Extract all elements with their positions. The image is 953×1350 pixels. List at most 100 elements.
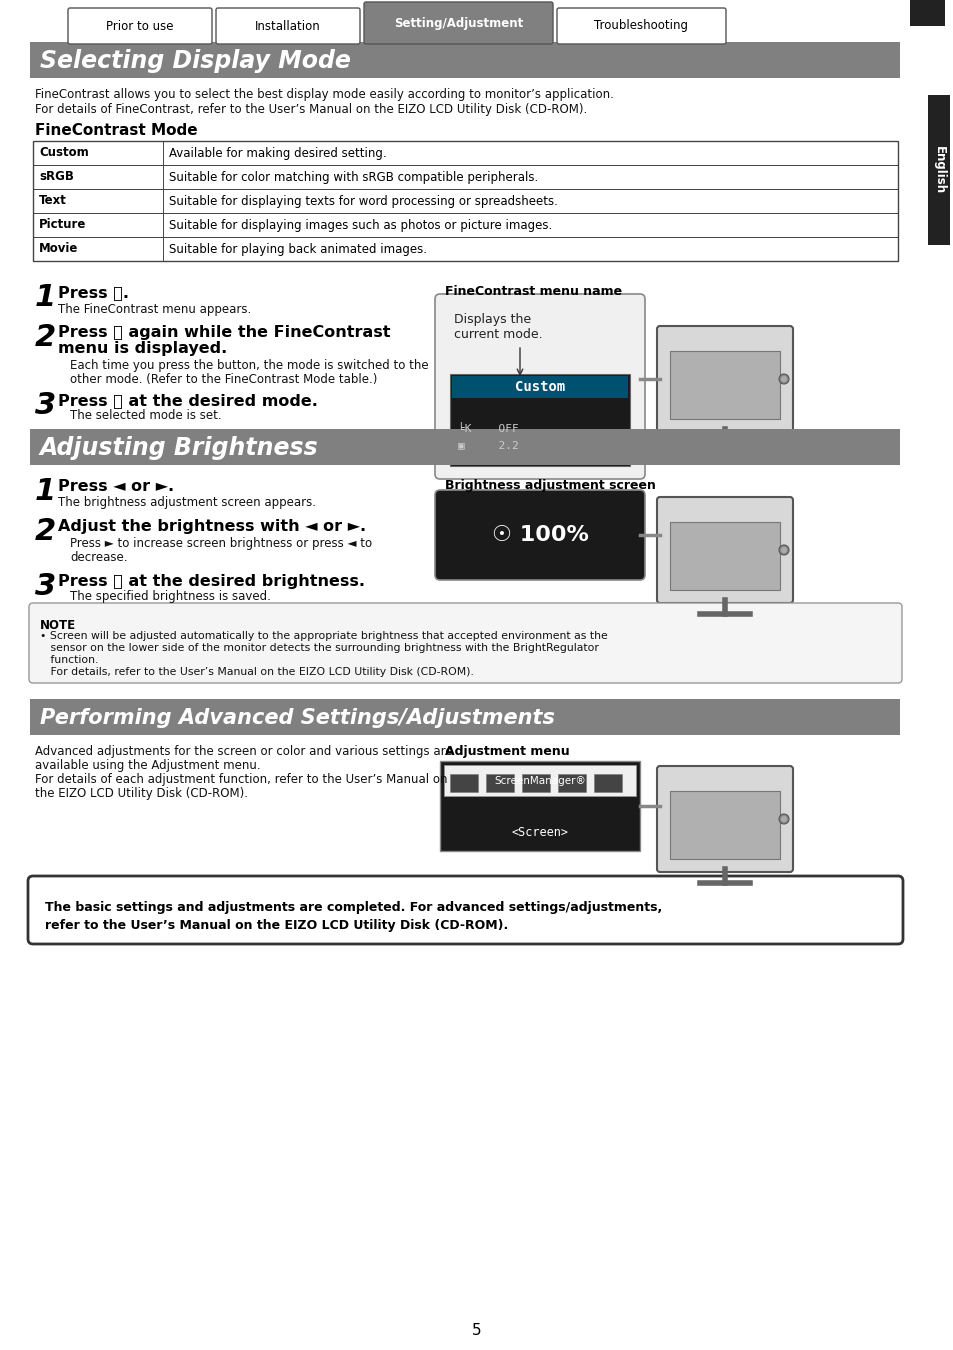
Text: Advanced adjustments for the screen or color and various settings are: Advanced adjustments for the screen or c… [35,745,452,757]
Text: current mode.: current mode. [454,328,542,342]
Text: Text: Text [39,194,67,208]
Text: The selected mode is set.: The selected mode is set. [70,409,221,423]
Text: sRGB: sRGB [39,170,73,184]
Text: Troubleshooting: Troubleshooting [594,19,688,32]
Text: Installation: Installation [254,19,320,32]
Bar [669,351,780,418]
Text: Picture: Picture [39,219,87,231]
Text: The brightness adjustment screen appears.: The brightness adjustment screen appears… [58,495,315,509]
Text: Available for making desired setting.: Available for making desired setting. [169,147,386,159]
Text: For details, refer to the User’s Manual on the EIZO LCD Utility Disk (CD-ROM).: For details, refer to the User’s Manual … [40,667,474,676]
Text: Adjust the brightness with ◄ or ►.: Adjust the brightness with ◄ or ►. [58,518,366,535]
FancyBboxPatch shape [364,1,553,45]
Text: Suitable for displaying images such as photos or picture images.: Suitable for displaying images such as p… [169,219,552,231]
Bar [669,791,780,859]
Circle shape [781,547,786,553]
Bar [485,774,514,792]
Text: The basic settings and adjustments are completed. For advanced settings/adjustme: The basic settings and adjustments are c… [45,900,661,914]
Bar [439,761,639,850]
FancyBboxPatch shape [657,765,792,872]
Bar [521,774,550,792]
Text: ☉ 100%: ☉ 100% [491,525,588,545]
FancyBboxPatch shape [435,294,644,479]
Circle shape [779,374,788,383]
Text: Setting/Adjustment: Setting/Adjustment [394,16,522,30]
FancyBboxPatch shape [657,497,792,603]
FancyBboxPatch shape [435,490,644,580]
Text: 1: 1 [35,284,56,312]
Bar [558,774,585,792]
Text: Press ► to increase screen brightness or press ◄ to: Press ► to increase screen brightness or… [70,537,372,549]
Text: Suitable for playing back animated images.: Suitable for playing back animated image… [169,243,427,255]
Text: ▣     2.2: ▣ 2.2 [457,440,518,450]
Text: NOTE: NOTE [40,620,76,632]
Bar [33,238,897,261]
Text: ScreenManager®: ScreenManager® [494,776,585,786]
Text: FineContrast Mode: FineContrast Mode [35,123,197,138]
Bar [30,699,899,734]
Text: 3: 3 [35,392,56,420]
Bar [452,377,627,398]
Text: Prior to use: Prior to use [106,19,173,32]
FancyBboxPatch shape [657,325,792,432]
Bar [450,374,629,466]
Text: The FineContrast menu appears.: The FineContrast menu appears. [58,302,251,316]
Text: <Screen>: <Screen> [511,826,568,840]
Text: Each time you press the button, the mode is switched to the: Each time you press the button, the mode… [70,359,428,373]
Bar [33,189,897,213]
Text: Performing Advanced Settings/Adjustments: Performing Advanced Settings/Adjustments [40,707,555,728]
Circle shape [781,815,786,822]
Text: FineContrast allows you to select the best display mode easily according to moni: FineContrast allows you to select the be… [35,88,613,101]
Bar [594,774,621,792]
Text: refer to the User’s Manual on the EIZO LCD Utility Disk (CD-ROM).: refer to the User’s Manual on the EIZO L… [45,919,508,931]
FancyBboxPatch shape [28,876,902,944]
FancyBboxPatch shape [557,8,725,45]
Text: Brightness adjustment screen: Brightness adjustment screen [444,479,656,491]
Text: For details of FineContrast, refer to the User’s Manual on the EIZO LCD Utility : For details of FineContrast, refer to th… [35,103,587,116]
FancyBboxPatch shape [215,8,359,45]
Circle shape [781,377,786,382]
Text: Adjustment menu: Adjustment menu [444,745,569,757]
Bar [33,140,897,261]
Text: function.: function. [40,655,98,666]
Text: ╘K    OFF: ╘K OFF [457,424,518,433]
Text: Press ⓜ again while the FineContrast: Press ⓜ again while the FineContrast [58,325,390,340]
Text: FineContrast menu name: FineContrast menu name [444,285,621,298]
Text: 2: 2 [35,323,56,352]
Circle shape [779,814,788,824]
Circle shape [779,545,788,555]
Text: 2: 2 [35,517,56,545]
Text: For details of each adjustment function, refer to the User’s Manual on: For details of each adjustment function,… [35,774,447,786]
Text: The specified brightness is saved.: The specified brightness is saved. [70,590,271,603]
Text: Suitable for color matching with sRGB compatible peripherals.: Suitable for color matching with sRGB co… [169,170,537,184]
Text: Movie: Movie [39,243,78,255]
Text: available using the Adjustment menu.: available using the Adjustment menu. [35,759,260,772]
Text: Press ◄ or ►.: Press ◄ or ►. [58,479,174,494]
Text: 1: 1 [35,477,56,506]
Bar [927,95,949,244]
Bar [33,213,897,238]
Text: sensor on the lower side of the monitor detects the surrounding brightness with : sensor on the lower side of the monitor … [40,643,598,653]
Bar [450,774,477,792]
Text: other mode. (Refer to the FineContrast Mode table.): other mode. (Refer to the FineContrast M… [70,373,377,386]
Bar [909,0,944,26]
Text: 5: 5 [472,1323,481,1338]
Bar [33,165,897,189]
Text: Press ⓞ at the desired mode.: Press ⓞ at the desired mode. [58,393,317,408]
Bar [669,522,780,590]
Text: Adjusting Brightness: Adjusting Brightness [40,436,318,460]
Text: Suitable for displaying texts for word processing or spreadsheets.: Suitable for displaying texts for word p… [169,194,558,208]
Text: menu is displayed.: menu is displayed. [58,342,227,356]
Text: Displays the: Displays the [454,313,531,325]
Text: Press ⓜ.: Press ⓜ. [58,285,129,300]
Text: the EIZO LCD Utility Disk (CD-ROM).: the EIZO LCD Utility Disk (CD-ROM). [35,787,248,801]
Text: Selecting Display Mode: Selecting Display Mode [40,49,351,73]
Text: Custom: Custom [515,379,564,394]
Text: Press ⓞ at the desired brightness.: Press ⓞ at the desired brightness. [58,574,365,589]
Text: English: English [931,146,944,194]
Bar [33,140,897,165]
Bar [443,765,636,796]
Text: decrease.: decrease. [70,551,128,564]
Text: • Screen will be adjusted automatically to the appropriate brightness that accep: • Screen will be adjusted automatically … [40,630,607,641]
Text: 3: 3 [35,572,56,601]
